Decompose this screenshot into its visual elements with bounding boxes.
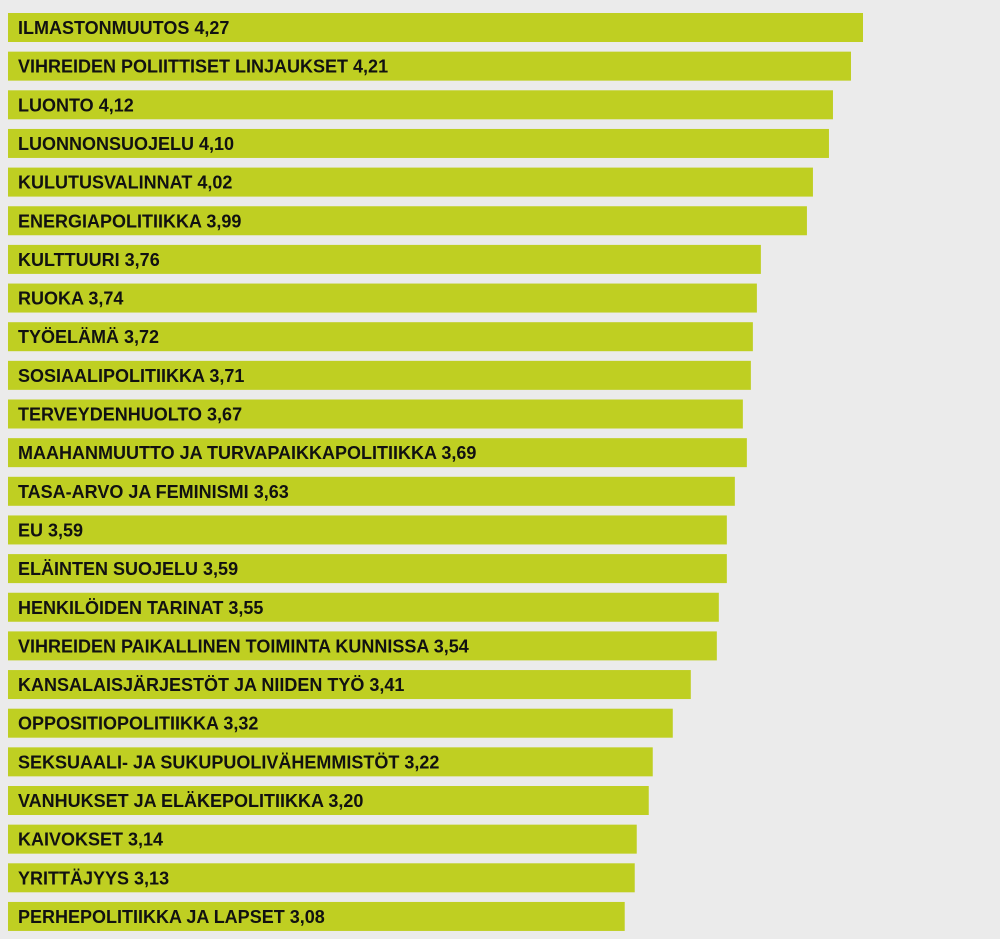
bar-label: YRITTÄJYYS 3,13 xyxy=(18,868,169,888)
bar-label: ELÄINTEN SUOJELU 3,59 xyxy=(18,559,238,579)
bar xyxy=(8,360,751,390)
category-label: PERHEPOLITIIKKA JA LAPSET xyxy=(18,907,285,927)
bar xyxy=(8,13,863,42)
bar-label: SEKSUAALI- JA SUKUPUOLIVÄHEMMISTÖT 3,22 xyxy=(18,752,439,772)
value-label: 3,54 xyxy=(434,636,469,656)
category-label: KANSALAISJÄRJESTÖT JA NIIDEN TYÖ xyxy=(18,675,364,695)
bar xyxy=(8,322,753,352)
category-label: TYÖELÄMÄ xyxy=(18,327,119,347)
bar xyxy=(8,244,761,274)
value-label: 3,22 xyxy=(404,752,439,772)
bar-label: LUONTO 4,12 xyxy=(18,95,134,115)
bar xyxy=(8,476,735,506)
value-label: 3,32 xyxy=(223,714,258,734)
category-label: ELÄINTEN SUOJELU xyxy=(18,559,198,579)
bar-label: ENERGIAPOLITIIKKA 3,99 xyxy=(18,211,241,231)
bar-label: SOSIAALIPOLITIIKKA 3,71 xyxy=(18,366,244,386)
category-label: ENERGIAPOLITIIKKA xyxy=(18,211,202,231)
bar xyxy=(8,901,625,931)
value-label: 3,71 xyxy=(209,366,244,386)
bar xyxy=(8,128,829,158)
category-label: SOSIAALIPOLITIIKKA xyxy=(18,366,205,386)
bar-label: PERHEPOLITIIKKA JA LAPSET 3,08 xyxy=(18,907,325,927)
value-label: 3,59 xyxy=(203,559,238,579)
bar xyxy=(8,592,719,622)
bar-label: HENKILÖIDEN TARINAT 3,55 xyxy=(18,598,263,618)
bar-label: KANSALAISJÄRJESTÖT JA NIIDEN TYÖ 3,41 xyxy=(18,675,404,695)
bar-label: ILMASTONMUUTOS 4,27 xyxy=(18,18,229,38)
bar-label: KULTTUURI 3,76 xyxy=(18,250,160,270)
bar-label: LUONNONSUOJELU 4,10 xyxy=(18,134,234,154)
bar-label: RUOKA 3,74 xyxy=(18,289,123,309)
category-label: OPPOSITIOPOLITIIKKA xyxy=(18,714,219,734)
category-label: HENKILÖIDEN TARINAT xyxy=(18,598,223,618)
category-label: KULUTUSVALINNAT xyxy=(18,173,192,193)
value-label: 3,76 xyxy=(125,250,160,270)
value-label: 4,21 xyxy=(353,57,388,77)
value-label: 3,67 xyxy=(207,405,242,425)
bar xyxy=(8,631,717,661)
bar-label: EU 3,59 xyxy=(18,520,83,540)
bar xyxy=(8,515,727,545)
bars-group xyxy=(8,13,863,931)
bar-label: KULUTUSVALINNAT 4,02 xyxy=(18,173,232,193)
bar xyxy=(8,786,649,815)
category-label: VIHREIDEN POLIITTISET LINJAUKSET xyxy=(18,57,348,77)
bar-label: OPPOSITIOPOLITIIKKA 3,32 xyxy=(18,714,258,734)
bar-label: VANHUKSET JA ELÄKEPOLITIIKKA 3,20 xyxy=(18,791,363,811)
bar xyxy=(8,670,691,700)
bar xyxy=(8,554,727,584)
bar xyxy=(8,438,747,468)
value-label: 4,02 xyxy=(197,173,232,193)
value-label: 4,10 xyxy=(199,134,234,154)
value-label: 3,08 xyxy=(290,907,325,927)
value-label: 4,12 xyxy=(99,95,134,115)
value-label: 3,14 xyxy=(128,830,163,850)
category-label: YRITTÄJYYS xyxy=(18,868,129,888)
category-label: KULTTUURI xyxy=(18,250,120,270)
value-label: 3,55 xyxy=(228,598,263,618)
bar xyxy=(8,708,673,738)
bar xyxy=(8,747,653,777)
bar-label: TERVEYDENHUOLTO 3,67 xyxy=(18,405,242,425)
category-label: TERVEYDENHUOLTO xyxy=(18,405,202,425)
value-label: 3,41 xyxy=(369,675,404,695)
value-label: 3,74 xyxy=(88,289,123,309)
value-label: 4,27 xyxy=(194,18,229,38)
value-label: 3,59 xyxy=(48,520,83,540)
bar xyxy=(8,283,757,313)
category-label: MAAHANMUUTTO JA TURVAPAIKKAPOLITIIKKA xyxy=(18,443,437,463)
bar xyxy=(8,206,807,236)
value-label: 3,69 xyxy=(441,443,476,463)
bar xyxy=(8,863,635,893)
bar-label: MAAHANMUUTTO JA TURVAPAIKKAPOLITIIKKA 3,… xyxy=(18,443,476,463)
bar-label: TYÖELÄMÄ 3,72 xyxy=(18,327,159,347)
bar-label: TASA-ARVO JA FEMINISMI 3,63 xyxy=(18,482,289,502)
value-label: 3,63 xyxy=(254,482,289,502)
category-label: RUOKA xyxy=(18,289,84,309)
category-label: EU xyxy=(18,520,43,540)
category-label: VANHUKSET JA ELÄKEPOLITIIKKA xyxy=(18,791,324,811)
bar xyxy=(8,51,851,81)
category-label: VIHREIDEN PAIKALLINEN TOIMINTA KUNNISSA xyxy=(18,636,429,656)
category-label: SEKSUAALI- JA SUKUPUOLIVÄHEMMISTÖT xyxy=(18,752,399,772)
bar xyxy=(8,167,813,197)
value-label: 3,20 xyxy=(328,791,363,811)
bar-label: VIHREIDEN POLIITTISET LINJAUKSET 4,21 xyxy=(18,57,388,77)
category-label: LUONNONSUOJELU xyxy=(18,134,194,154)
bar xyxy=(8,90,833,120)
category-label: TASA-ARVO JA FEMINISMI xyxy=(18,482,249,502)
category-label: ILMASTONMUUTOS xyxy=(18,18,189,38)
bar-label: VIHREIDEN PAIKALLINEN TOIMINTA KUNNISSA … xyxy=(18,636,469,656)
value-label: 3,13 xyxy=(134,868,169,888)
bar xyxy=(8,399,743,429)
value-label: 3,72 xyxy=(124,327,159,347)
bar-label: KAIVOKSET 3,14 xyxy=(18,830,163,850)
category-label: LUONTO xyxy=(18,95,94,115)
value-label: 3,99 xyxy=(206,211,241,231)
labels-group: ILMASTONMUUTOS 4,27 VIHREIDEN POLIITTISET… xyxy=(18,18,476,927)
category-label: KAIVOKSET xyxy=(18,830,123,850)
bar xyxy=(8,824,637,854)
